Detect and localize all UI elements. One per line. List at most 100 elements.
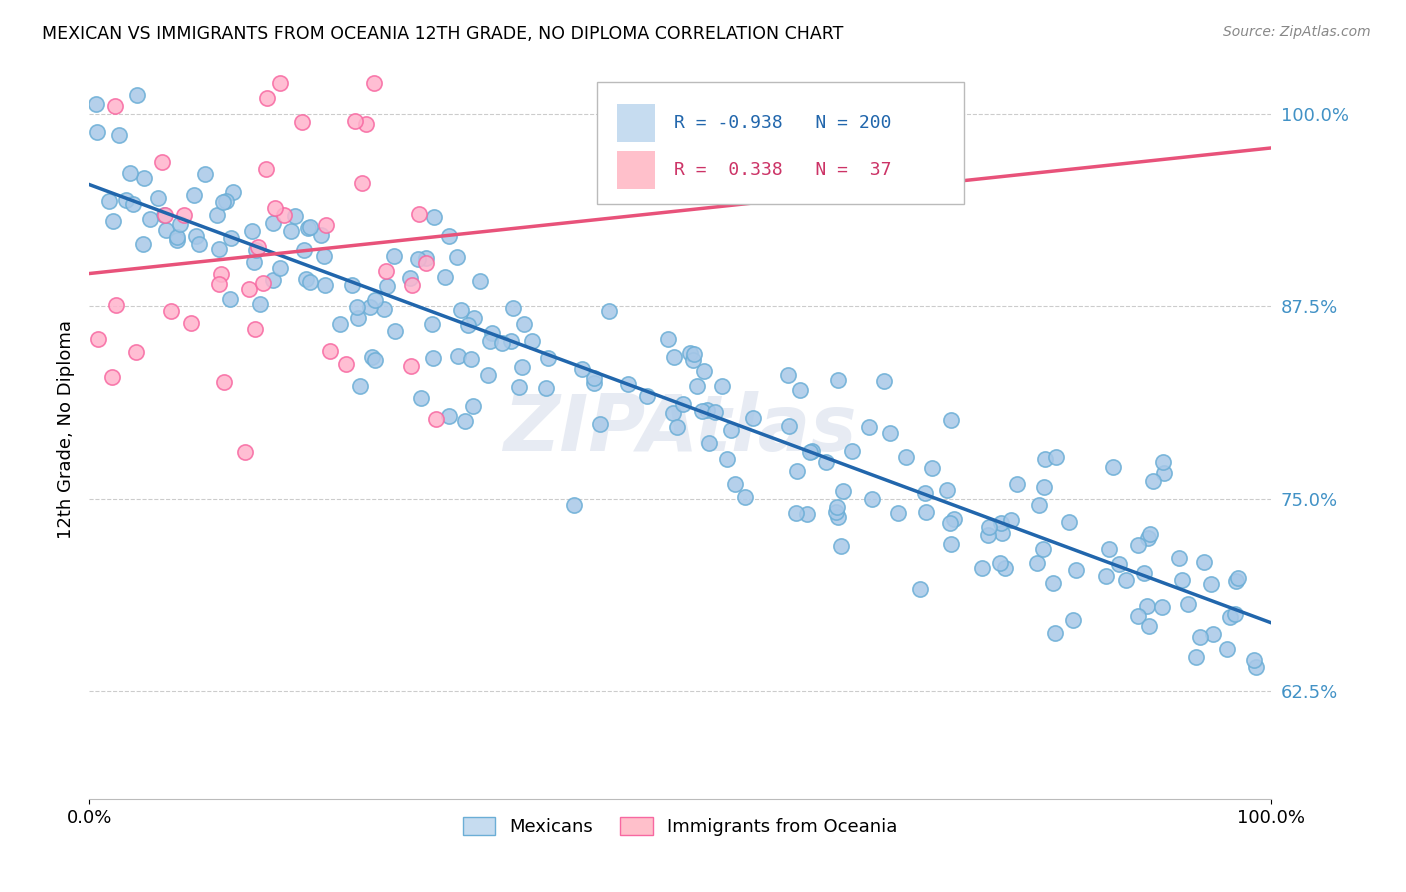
Point (346, 300, 368, 314)
Point (101, 370, 124, 384)
Point (1192, 555, 1215, 569)
Point (364, 352, 387, 367)
Point (481, 326, 503, 340)
Point (1167, 550, 1189, 565)
Point (254, 162, 277, 177)
Point (415, 256, 437, 270)
Point (741, 410, 763, 425)
Point (502, 301, 524, 316)
Point (347, 311, 370, 326)
Point (460, 352, 482, 367)
Point (830, 539, 852, 553)
Point (796, 507, 818, 521)
Point (437, 409, 460, 424)
Point (205, 208, 228, 222)
Point (499, 334, 522, 349)
Point (193, 167, 215, 181)
Point (269, 261, 291, 276)
Point (477, 368, 499, 382)
Point (1098, 542, 1121, 557)
Point (139, 211, 162, 226)
Point (219, 292, 242, 306)
Point (280, 224, 302, 238)
Point (799, 444, 821, 458)
Point (972, 561, 994, 575)
Point (408, 207, 430, 221)
Point (375, 279, 398, 293)
Point (977, 528, 1000, 542)
Point (661, 406, 683, 420)
Point (420, 317, 443, 331)
Point (1005, 477, 1028, 491)
Point (704, 404, 727, 418)
Text: MEXICAN VS IMMIGRANTS FROM OCEANIA 12TH GRADE, NO DIPLOMA CORRELATION CHART: MEXICAN VS IMMIGRANTS FROM OCEANIA 12TH … (42, 25, 844, 43)
Point (1139, 526, 1161, 541)
Point (672, 397, 695, 411)
Point (636, 388, 658, 402)
Point (146, 191, 169, 205)
Point (243, 321, 266, 335)
Point (233, 445, 256, 459)
Point (887, 506, 910, 520)
Point (825, 505, 848, 519)
Point (682, 352, 704, 367)
Point (510, 360, 533, 375)
Point (411, 391, 433, 405)
Point (778, 418, 800, 433)
Point (212, 375, 235, 389)
Point (1223, 607, 1246, 622)
Point (125, 345, 148, 359)
Point (1026, 556, 1049, 570)
FancyBboxPatch shape (598, 82, 963, 203)
Point (180, 316, 202, 330)
Point (979, 520, 1001, 534)
Point (463, 399, 485, 413)
Point (208, 277, 231, 291)
Point (1243, 653, 1265, 667)
Point (1225, 574, 1247, 588)
Point (841, 443, 863, 458)
Point (786, 464, 808, 478)
Point (831, 483, 853, 498)
Point (86, 125, 108, 139)
Point (939, 537, 962, 551)
Point (373, 302, 395, 317)
Point (312, 249, 335, 263)
Point (1115, 573, 1137, 587)
Point (513, 317, 536, 331)
Point (894, 450, 917, 465)
Point (273, 208, 295, 222)
Point (1126, 609, 1149, 624)
Point (711, 379, 734, 393)
Point (1226, 571, 1249, 585)
Point (437, 228, 460, 243)
Point (245, 243, 267, 257)
Point (1202, 627, 1225, 641)
Point (860, 492, 883, 507)
Point (879, 426, 901, 441)
Point (921, 461, 943, 475)
Point (1045, 450, 1067, 465)
Point (340, 278, 363, 293)
Point (297, 220, 319, 235)
Point (188, 236, 211, 251)
Point (1108, 557, 1130, 571)
Point (665, 420, 688, 434)
Point (166, 233, 188, 247)
Point (696, 403, 718, 417)
Point (150, 154, 173, 169)
Point (943, 512, 966, 526)
Point (537, 351, 560, 366)
Point (153, 209, 176, 223)
Point (153, 208, 176, 222)
Point (238, 282, 260, 296)
Point (827, 500, 849, 515)
Point (247, 240, 270, 254)
Point (617, 377, 640, 392)
Point (309, 227, 332, 242)
Point (734, 490, 756, 504)
Point (990, 556, 1012, 570)
Point (582, 371, 605, 385)
Point (534, 381, 557, 395)
Y-axis label: 12th Grade, No Diploma: 12th Grade, No Diploma (58, 319, 75, 539)
